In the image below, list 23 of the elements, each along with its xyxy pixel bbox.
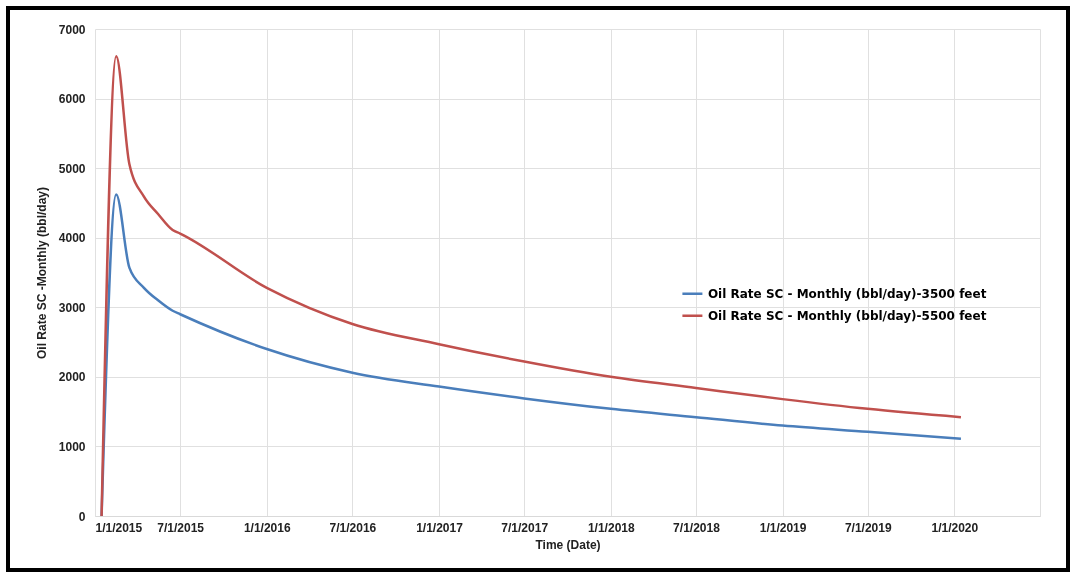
legend-label: Oil Rate SC - Monthly (bbl/day)-3500 feet [707,286,987,301]
y-tick-label: 3000 [58,300,86,315]
y-tick-label: 6000 [58,92,86,107]
x-tick-label: 1/1/2020 [931,520,979,535]
x-tick-label: 7/1/2018 [673,520,721,535]
y-tick-label: 7000 [58,22,86,37]
y-tick-label: 1000 [58,439,86,454]
legend-label: Oil Rate SC - Monthly (bbl/day)-5500 feet [707,308,987,323]
x-tick-label: 1/1/2016 [243,520,291,535]
x-axis-title: Time (Date) [535,537,601,552]
x-tick-label: 1/1/2018 [587,520,635,535]
y-axis-title: Oil Rate SC -Monthly (bbl/day) [34,186,49,360]
x-tick-label: 1/1/2019 [759,520,807,535]
x-tick-label: 1/1/2017 [416,520,464,535]
y-tick-label: 5000 [58,161,86,176]
x-tick-label: 7/1/2016 [329,520,377,535]
y-tick-label: 2000 [58,370,86,385]
x-tick-label: 7/1/2015 [157,520,205,535]
x-tick-label: 7/1/2019 [844,520,892,535]
y-tick-label: 0 [78,509,86,524]
x-tick-label: 1/1/2015 [95,520,143,535]
y-tick-label: 4000 [58,231,86,246]
x-tick-label: 7/1/2017 [501,520,549,535]
